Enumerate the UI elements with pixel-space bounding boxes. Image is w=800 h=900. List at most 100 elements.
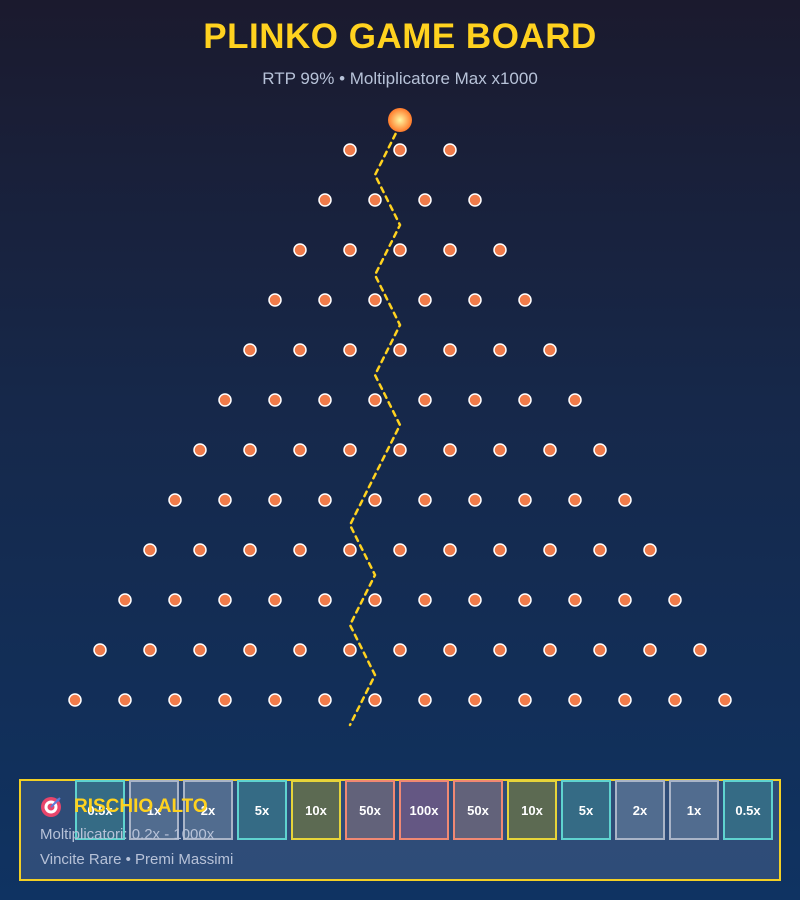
- peg: [418, 193, 432, 207]
- target-icon: [40, 796, 62, 818]
- peg: [468, 393, 482, 407]
- win-description: Vincite Rare • Premi Massimi: [40, 851, 234, 868]
- peg: [618, 593, 632, 607]
- page-subtitle: RTP 99% • Moltiplicatore Max x1000: [262, 69, 538, 88]
- peg: [368, 193, 382, 207]
- peg: [343, 443, 357, 457]
- multiplier-slot: 1x: [129, 780, 179, 840]
- peg: [518, 693, 532, 707]
- peg: [243, 643, 257, 657]
- multiplier-slot: 2x: [615, 780, 665, 840]
- peg: [518, 393, 532, 407]
- peg: [118, 593, 132, 607]
- peg: [443, 243, 457, 257]
- peg: [218, 493, 232, 507]
- peg: [443, 643, 457, 657]
- peg: [293, 343, 307, 357]
- peg: [168, 493, 182, 507]
- peg: [468, 493, 482, 507]
- peg: [343, 243, 357, 257]
- peg: [268, 293, 282, 307]
- peg: [193, 443, 207, 457]
- multiplier-slot: 10x: [507, 780, 557, 840]
- peg: [243, 543, 257, 557]
- peg: [593, 443, 607, 457]
- peg: [493, 243, 507, 257]
- multiplier-slots: 0.5x 1x 2x 5x 10x 50x 100x 50x 10x 5x 2x 1x 0.5x: [75, 780, 777, 840]
- peg: [293, 643, 307, 657]
- peg: [418, 493, 432, 507]
- peg: [193, 543, 207, 557]
- peg: [293, 443, 307, 457]
- peg: [668, 693, 682, 707]
- peg: [493, 643, 507, 657]
- multiplier-slot: 100x: [399, 780, 449, 840]
- peg: [268, 393, 282, 407]
- peg: [143, 543, 157, 557]
- risk-level-title: RISCHIO ALTO: [74, 796, 208, 817]
- peg: [418, 593, 432, 607]
- peg: [643, 543, 657, 557]
- peg-field: [68, 143, 732, 707]
- peg: [143, 643, 157, 657]
- peg: [343, 643, 357, 657]
- multiplier-slot: 2x: [183, 780, 233, 840]
- peg: [268, 693, 282, 707]
- peg: [443, 543, 457, 557]
- peg: [518, 493, 532, 507]
- plinko-board: [68, 108, 732, 727]
- peg: [718, 693, 732, 707]
- peg: [393, 643, 407, 657]
- multiplier-slot: 50x: [453, 780, 503, 840]
- peg: [418, 693, 432, 707]
- peg: [568, 593, 582, 607]
- peg: [268, 593, 282, 607]
- ball-trajectory: [348, 123, 402, 727]
- peg: [568, 393, 582, 407]
- peg: [368, 593, 382, 607]
- peg: [368, 393, 382, 407]
- peg: [543, 643, 557, 657]
- multiplier-range: Moltiplicatori: 0.2x - 1000x: [40, 826, 215, 843]
- peg: [393, 143, 407, 157]
- peg: [193, 643, 207, 657]
- peg: [318, 493, 332, 507]
- peg: [318, 193, 332, 207]
- peg: [468, 693, 482, 707]
- peg: [493, 443, 507, 457]
- peg: [618, 493, 632, 507]
- multiplier-slot: 5x: [561, 780, 611, 840]
- multiplier-slot: 0.5x: [75, 780, 125, 840]
- multiplier-slot: 0.5x: [723, 780, 773, 840]
- peg: [168, 593, 182, 607]
- peg: [218, 693, 232, 707]
- peg: [393, 243, 407, 257]
- plinko-ball: [388, 108, 412, 132]
- peg: [368, 493, 382, 507]
- peg: [543, 343, 557, 357]
- peg: [93, 643, 107, 657]
- peg: [343, 343, 357, 357]
- peg: [168, 693, 182, 707]
- peg: [668, 593, 682, 607]
- peg: [543, 443, 557, 457]
- peg: [468, 193, 482, 207]
- peg: [118, 693, 132, 707]
- peg: [218, 393, 232, 407]
- peg: [293, 243, 307, 257]
- peg: [393, 343, 407, 357]
- multiplier-slot: 50x: [345, 780, 395, 840]
- multiplier-slot: 1x: [669, 780, 719, 840]
- peg: [343, 143, 357, 157]
- peg: [293, 543, 307, 557]
- peg: [468, 593, 482, 607]
- peg: [318, 693, 332, 707]
- peg: [243, 443, 257, 457]
- risk-header: RISCHIO ALTO: [40, 796, 208, 818]
- page-title: PLINKO GAME BOARD: [203, 17, 597, 56]
- peg: [543, 543, 557, 557]
- peg: [693, 643, 707, 657]
- peg: [443, 343, 457, 357]
- peg: [368, 693, 382, 707]
- peg: [518, 593, 532, 607]
